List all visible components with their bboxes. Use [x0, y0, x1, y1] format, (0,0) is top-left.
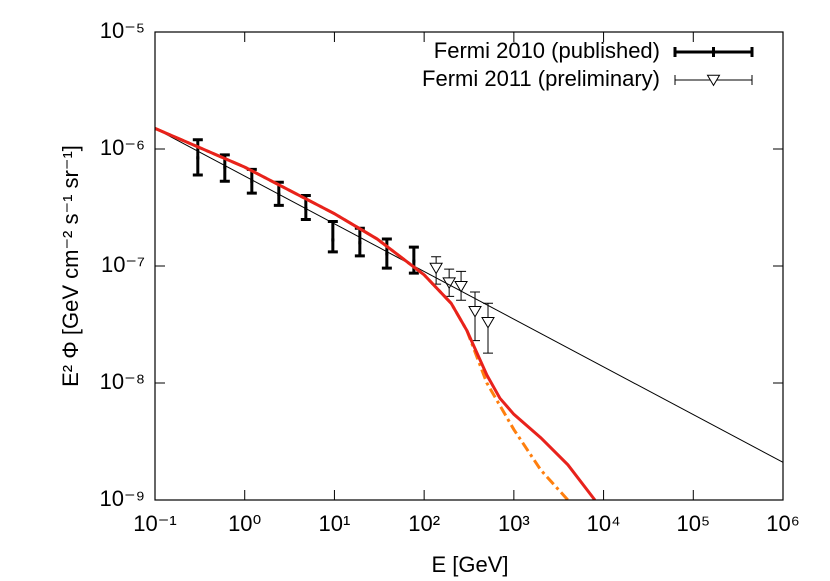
x-tick-label: 10⁰	[228, 511, 261, 536]
y-tick-label: 10⁻⁶	[100, 135, 145, 160]
data-point	[468, 306, 482, 318]
curve	[155, 127, 783, 463]
legend-label: Fermi 2010 (published)	[434, 38, 660, 63]
x-tick-label: 10⁶	[766, 511, 800, 536]
x-tick-label: 10¹	[319, 511, 351, 536]
x-axis-label: E [GeV]	[431, 552, 508, 577]
data-point	[454, 281, 468, 293]
x-tick-label: 10⁴	[587, 511, 621, 536]
x-tick-label: 10²	[408, 511, 440, 536]
data-point	[429, 262, 443, 275]
x-tick-label: 10⁻¹	[133, 511, 176, 536]
data-point	[481, 317, 495, 329]
y-tick-label: 10⁻⁸	[100, 369, 145, 394]
error-bar	[327, 220, 338, 254]
plot-frame	[154, 31, 784, 501]
x-tick-label: 10³	[498, 511, 530, 536]
y-tick-label: 10⁻⁷	[101, 252, 145, 277]
legend-marker	[706, 74, 721, 87]
curve	[155, 127, 597, 500]
y-tick-label: 10⁻⁹	[99, 486, 145, 511]
curve	[155, 127, 569, 500]
plot-area	[155, 127, 783, 500]
legend-label: Fermi 2011 (preliminary)	[422, 66, 660, 91]
legend-swatch	[673, 47, 754, 57]
y-axis-label: E² Φ [GeV cm⁻² s⁻¹ sr⁻¹]	[58, 145, 83, 387]
y-tick-label: 10⁻⁵	[100, 18, 145, 43]
x-tick-label: 10⁵	[676, 511, 710, 536]
